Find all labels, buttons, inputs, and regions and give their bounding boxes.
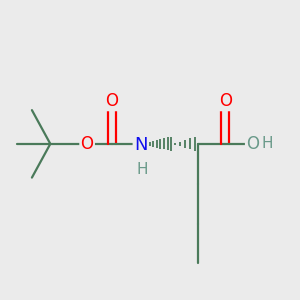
Text: H: H bbox=[262, 136, 273, 152]
Text: H: H bbox=[136, 162, 148, 177]
Text: O: O bbox=[81, 135, 94, 153]
Text: N: N bbox=[134, 136, 148, 154]
Text: O: O bbox=[246, 135, 259, 153]
Text: O: O bbox=[219, 92, 232, 110]
Text: O: O bbox=[105, 92, 118, 110]
